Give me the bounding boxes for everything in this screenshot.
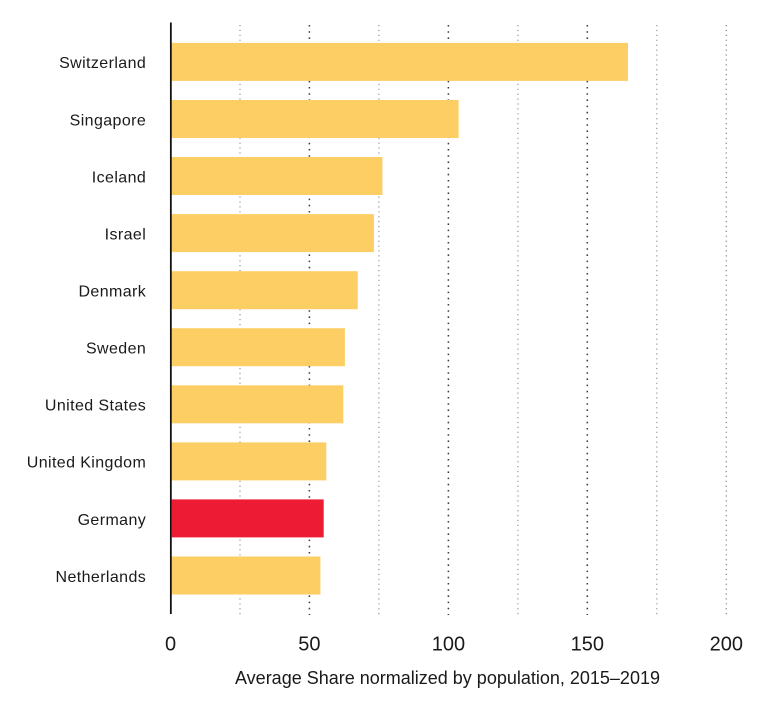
svg-text:Sweden: Sweden: [86, 341, 146, 358]
svg-text:Iceland: Iceland: [92, 169, 146, 186]
svg-text:Switzerland: Switzerland: [59, 55, 146, 72]
svg-text:Denmark: Denmark: [78, 284, 146, 301]
svg-text:200: 200: [710, 634, 743, 656]
svg-text:50: 50: [298, 634, 320, 656]
svg-text:Israel: Israel: [105, 226, 147, 243]
svg-text:United States: United States: [45, 398, 146, 415]
svg-text:Germany: Germany: [78, 512, 147, 529]
svg-text:Singapore: Singapore: [70, 112, 147, 129]
svg-text:0: 0: [165, 634, 176, 656]
svg-text:100: 100: [432, 634, 465, 656]
svg-text:United Kingdom: United Kingdom: [27, 455, 146, 472]
svg-text:Netherlands: Netherlands: [56, 569, 147, 586]
svg-text:Average Share normalized by po: Average Share normalized by population, …: [235, 668, 660, 688]
svg-text:150: 150: [571, 634, 604, 656]
